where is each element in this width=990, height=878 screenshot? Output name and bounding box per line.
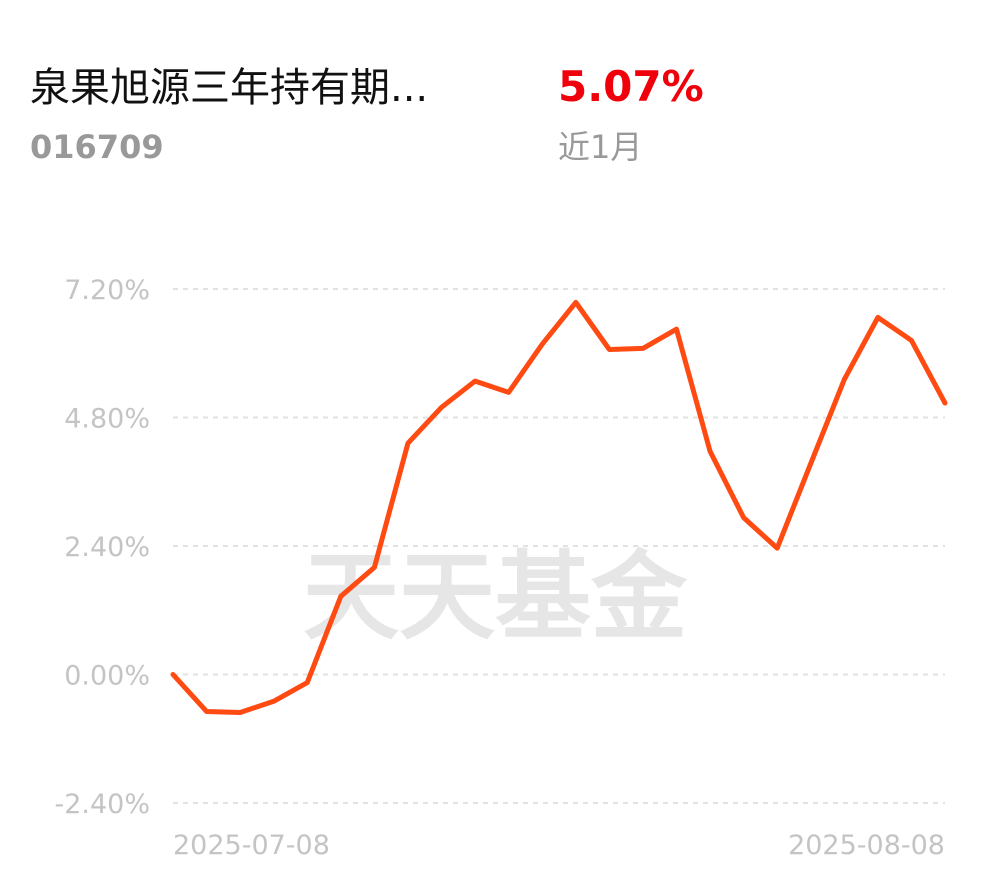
y-tick-label: -2.40%	[54, 789, 150, 820]
y-tick-label: 7.20%	[64, 275, 150, 306]
y-tick-label: 2.40%	[64, 532, 150, 563]
watermark: 天天基金	[303, 541, 688, 653]
x-tick-label: 2025-07-08	[173, 830, 330, 861]
fund-code: 016709	[30, 128, 164, 166]
return-period: 近1月	[558, 128, 642, 166]
fund-name: 泉果旭源三年持有期...	[30, 65, 428, 111]
y-tick-label: 4.80%	[64, 404, 150, 435]
x-tick-label: 2025-08-08	[788, 830, 945, 861]
line-series	[170, 299, 948, 716]
return-value: 5.07%	[558, 62, 704, 111]
y-tick-label: 0.00%	[64, 661, 150, 692]
